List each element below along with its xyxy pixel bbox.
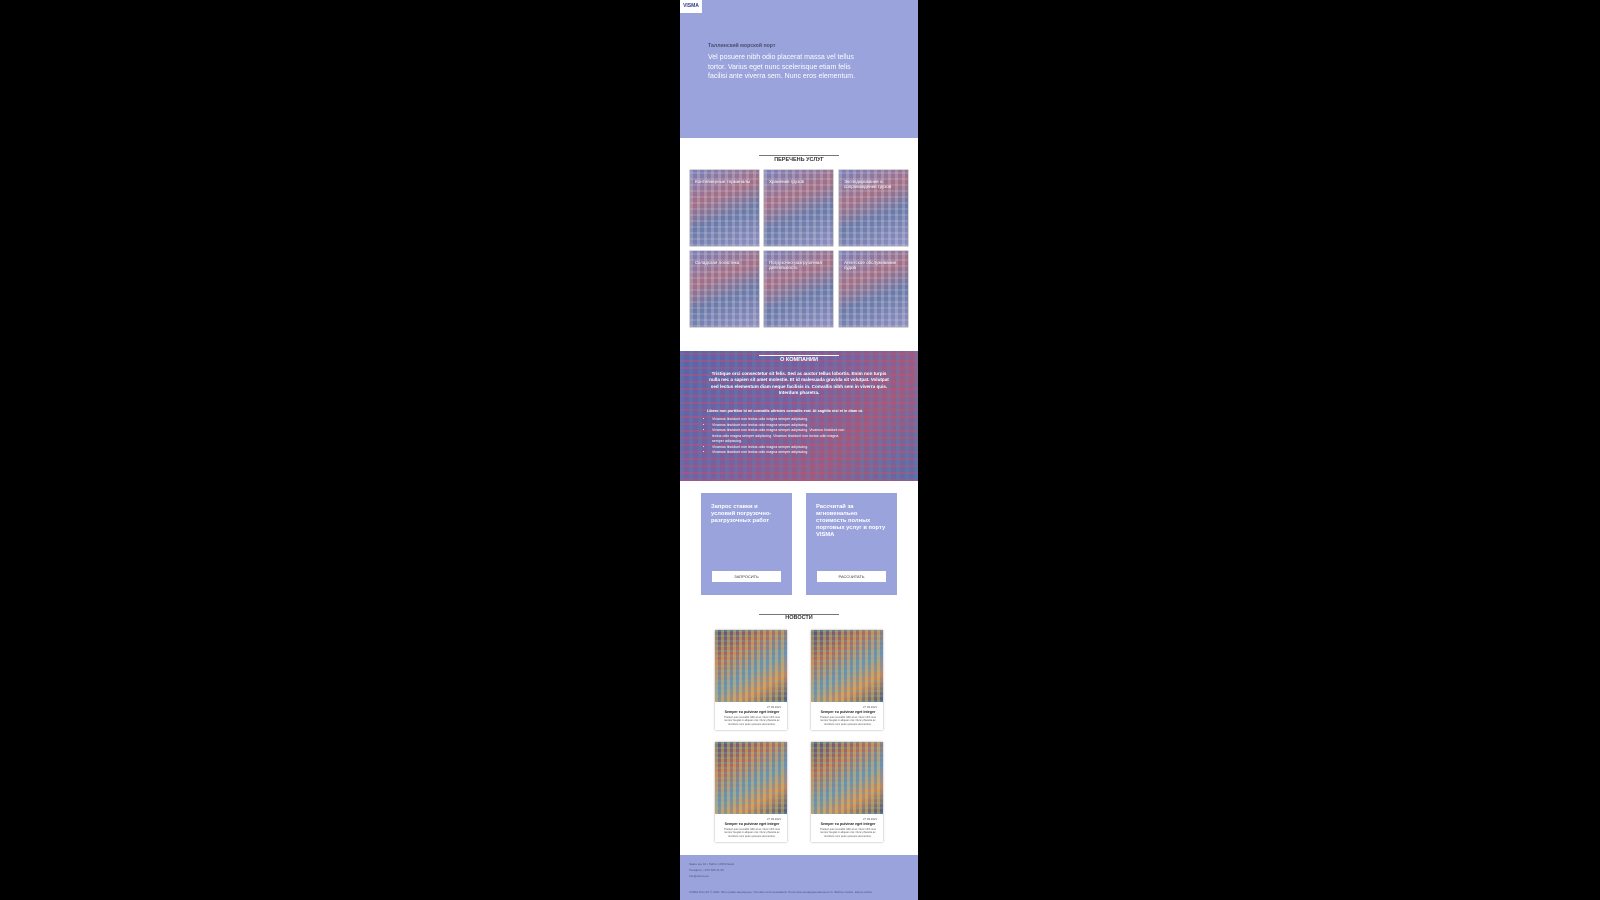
hero-text: Vel posuere nibh odio placerat massa vel… [708,54,856,81]
list-item: Vivamus tincidunt non lectus odio magna … [712,423,847,429]
divider [759,355,839,356]
news-headline: Semper eu pulvinar eget integer [724,710,780,714]
about-subheading: Libero non porttitor id mi convallis ult… [707,409,863,413]
news-title: НОВОСТИ [785,615,813,621]
services-title: ПЕРЕЧЕНЬ УСЛУГ [774,157,824,163]
news-excerpt: Pretium quis convallis nibh at ac. Nunc … [820,716,876,726]
news-headline: Semper eu pulvinar eget integer [820,710,876,714]
cta-title: Запрос ставки и условий погрузочно-разгр… [711,504,772,524]
about-lead-text: Tristique orci consectetur sit felis. Se… [709,371,889,396]
calculate-button[interactable]: РАССЧИТАТЬ [817,571,886,582]
footer-address: Saare tee 10 • Tallinn 10152 Eesti [689,862,735,866]
cta-title: Рассчитай за мгновенально стоимость полн… [816,504,886,538]
news-headline: Semper eu pulvinar eget integer [724,822,780,826]
service-card-label: Контейнерные терминалы [695,179,751,184]
footer-email[interactable]: info@visma.ee [689,874,709,878]
news-image [811,742,883,814]
request-button[interactable]: ЗАПРОСИТЬ [712,571,781,582]
news-date: 27.09.2021 [767,817,781,821]
service-card-containers[interactable]: Контейнерные терминалы [690,170,759,246]
brand-logo[interactable]: VISMA [680,0,702,13]
page: VISMA Таллинский морской порт Vel posuer… [680,0,918,900]
about-title: О КОМПАНИИ [780,357,818,363]
cta-card-request-rate: Запрос ставки и условий погрузочно-разгр… [701,493,792,595]
news-image [811,630,883,702]
footer-phone[interactable]: Телефон: +372 605 11 00 [689,868,724,872]
news-card[interactable]: 27.09.2021 Semper eu pulvinar eget integ… [811,742,883,842]
news-card[interactable]: 27.09.2021 Semper eu pulvinar eget integ… [715,742,787,842]
service-card-label: Хранение грузов [769,179,804,184]
news-excerpt: Pretium quis convallis nibh at ac. Nunc … [724,828,780,838]
news-date: 27.09.2021 [863,705,877,709]
news-date: 27.09.2021 [767,705,781,709]
news-headline: Semper eu pulvinar eget integer [820,822,876,826]
list-item: Vivamus tincidunt non lectus odio magna … [712,445,847,451]
service-card-storage[interactable]: Хранение грузов [764,170,833,246]
cta-card-calculate: Рассчитай за мгновенально стоимость полн… [806,493,897,595]
about-section: О КОМПАНИИ Tristique orci consectetur si… [680,351,918,481]
news-card[interactable]: 27.09.2021 Semper eu pulvinar eget integ… [715,630,787,730]
service-card-label: Складская логистика [695,260,740,265]
service-card-label: Агентское обслуживание судов [844,260,897,270]
news-excerpt: Pretium quis convallis nibh at ac. Nunc … [820,828,876,838]
news-excerpt: Pretium quis convallis nibh at ac. Nunc … [724,716,780,726]
service-card-warehouse[interactable]: Складская логистика [690,251,759,327]
news-card[interactable]: 27.09.2021 Semper eu pulvinar eget integ… [811,630,883,730]
list-item: Vivamus tincidunt non lectus odio magna … [712,428,847,445]
service-card-label: Погрузочно-разгрузочная деятельность [769,260,822,270]
hero-banner: VISMA Таллинский морской порт Vel posuer… [680,0,918,138]
service-card-loading[interactable]: Погрузочно-разгрузочная деятельность [764,251,833,327]
about-bullet-list: Vivamus tincidunt non lectus odio magna … [707,417,847,456]
list-item: Vivamus tincidunt non lectus odio magna … [712,450,847,456]
divider [759,614,839,615]
service-card-agency[interactable]: Агентское обслуживание судов [839,251,908,327]
divider [759,155,839,156]
news-image [715,630,787,702]
service-card-label: Экспедирование и сопровождение грузов [844,179,892,189]
service-card-forwarding[interactable]: Экспедирование и сопровождение грузов [839,170,908,246]
hero-eyebrow: Таллинский морской порт [708,43,776,49]
footer-legal: VISMA Port AS © 2021. Все права защищены… [689,890,873,894]
news-date: 27.09.2021 [863,817,877,821]
footer: Saare tee 10 • Tallinn 10152 Eesti Телеф… [680,855,918,900]
news-image [715,742,787,814]
list-item: Vivamus tincidunt non lectus odio magna … [712,417,847,423]
